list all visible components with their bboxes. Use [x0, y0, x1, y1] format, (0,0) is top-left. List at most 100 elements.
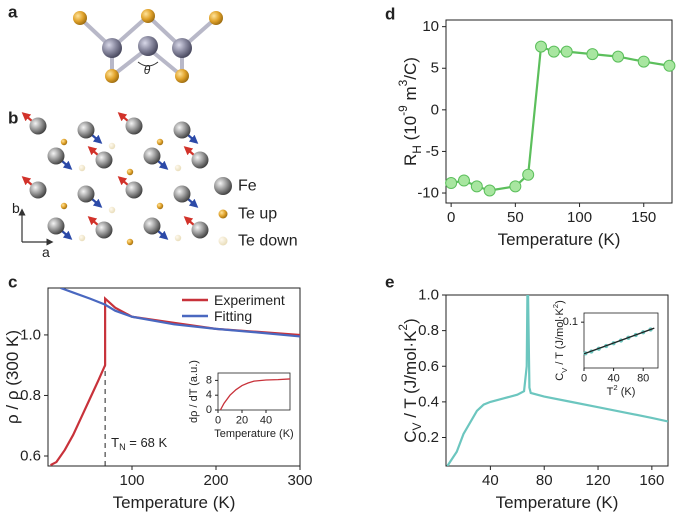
label-part: C	[554, 373, 566, 381]
y-axis-label: RH (10-9 m3/C)	[396, 57, 424, 166]
data-point	[535, 40, 548, 53]
label-part: dρ / dT (a.u.)	[188, 360, 200, 423]
plot-frame	[217, 372, 291, 411]
x-tick-label: 40	[607, 373, 619, 385]
te-atom	[60, 138, 68, 146]
x-axis-label: Temperature (K)	[113, 493, 236, 512]
te-atom	[108, 206, 116, 214]
panel-label: a	[8, 3, 18, 22]
data-point	[560, 45, 573, 58]
label-part: = 68 K	[126, 435, 168, 450]
angle-label: θ	[144, 63, 151, 77]
te-atom	[126, 238, 134, 246]
data-point	[457, 174, 470, 187]
y-tick-label: 4	[206, 389, 212, 401]
label-part: / T (J/mol·K	[401, 330, 420, 423]
x-tick-label: 160	[639, 472, 664, 489]
y-tick-label: 1.0	[20, 326, 41, 343]
y-tick-label: 0.6	[20, 448, 41, 465]
y-tick-label: 0.8	[418, 322, 439, 339]
data-line	[60, 288, 300, 338]
label-part: T	[607, 386, 614, 398]
x-tick-label: 40	[260, 415, 272, 427]
axis-key-label: a	[42, 244, 50, 260]
te-atom	[174, 164, 182, 172]
label-part: V	[560, 367, 569, 373]
te-atom	[126, 168, 134, 176]
te-atom	[156, 202, 164, 210]
data-point	[547, 45, 560, 58]
label-part: /C)	[401, 57, 420, 80]
fe-atom	[47, 217, 65, 235]
label-part: 2	[613, 383, 617, 392]
x-tick-label: 0	[215, 415, 221, 427]
label-part: (10	[401, 116, 420, 145]
y-tick-label: 0.4	[418, 393, 439, 410]
x-axis-label: Temperature (K)	[496, 493, 619, 512]
x-tick-label: 150	[631, 209, 656, 226]
data-point	[470, 180, 483, 193]
x-tick-label: 100	[567, 209, 592, 226]
x-tick-label: 120	[586, 472, 611, 489]
x-axis-label: Temperature (K)	[498, 230, 621, 249]
data-point	[509, 180, 522, 193]
label-part: )	[401, 318, 420, 324]
label-part: 3	[396, 79, 410, 86]
data-point	[663, 59, 676, 72]
te-atom	[108, 142, 116, 150]
label-part: Temperature (K)	[498, 230, 621, 249]
fe-atom	[77, 121, 95, 139]
te-atom	[156, 138, 164, 146]
legend-label: Te up	[238, 206, 277, 223]
data-point	[586, 48, 599, 61]
structure-legend: Fe Te up Te down	[214, 177, 298, 250]
fe-atom	[77, 185, 95, 203]
label-part: H	[410, 145, 424, 154]
y-axis-label: CV / T (J/mol·K2)	[396, 318, 424, 442]
y-tick-label: 5	[431, 60, 439, 77]
fe-atom	[29, 117, 47, 135]
y-tick-label: 0	[431, 101, 439, 118]
x-axis-label: T2 (K)	[607, 383, 636, 398]
label-part: -9	[396, 105, 410, 116]
y-tick-label: 0.2	[418, 429, 439, 446]
fe-atom	[95, 221, 113, 239]
plot-frame	[445, 19, 673, 204]
fe-atom	[143, 147, 161, 165]
y-tick-label: 8	[206, 374, 212, 386]
y-tick-label: -5	[426, 143, 439, 160]
fe-atom	[47, 147, 65, 165]
panel-label: b	[8, 109, 18, 128]
y-tick-label: 0.1	[563, 316, 578, 328]
fe-atom	[173, 185, 191, 203]
fe-atom	[125, 181, 143, 199]
label-part: Temperature (K)	[113, 493, 236, 512]
fe-atom	[191, 221, 209, 239]
crystal-structure: θ	[73, 9, 223, 83]
data-point	[612, 50, 625, 63]
legend-label: Fitting	[214, 308, 252, 324]
x-tick-label: 0	[581, 373, 587, 385]
te-atom	[60, 202, 68, 210]
y-tick-label: 10	[422, 18, 439, 35]
y-tick-label: 0.8	[20, 387, 41, 404]
y-tick-label: -10	[417, 185, 439, 202]
y-axis-label: dρ / dT (a.u.)	[188, 360, 200, 423]
label-part: T	[111, 435, 119, 450]
fe-atom	[95, 151, 113, 169]
legend-label: Fe	[238, 178, 257, 195]
label-part: ρ / ρ (300 K)	[3, 330, 22, 424]
panel-label: e	[385, 273, 394, 292]
label-part: R	[401, 154, 420, 166]
label-part: V	[410, 422, 424, 430]
data-point	[637, 55, 650, 68]
data-point	[483, 184, 496, 197]
annotation-label: TN = 68 K	[111, 435, 167, 453]
data-point	[522, 168, 535, 181]
x-tick-label: 80	[637, 373, 649, 385]
axes-key: b a	[12, 200, 54, 260]
fe-atom	[143, 217, 161, 235]
y-tick-label: 0.6	[418, 358, 439, 375]
